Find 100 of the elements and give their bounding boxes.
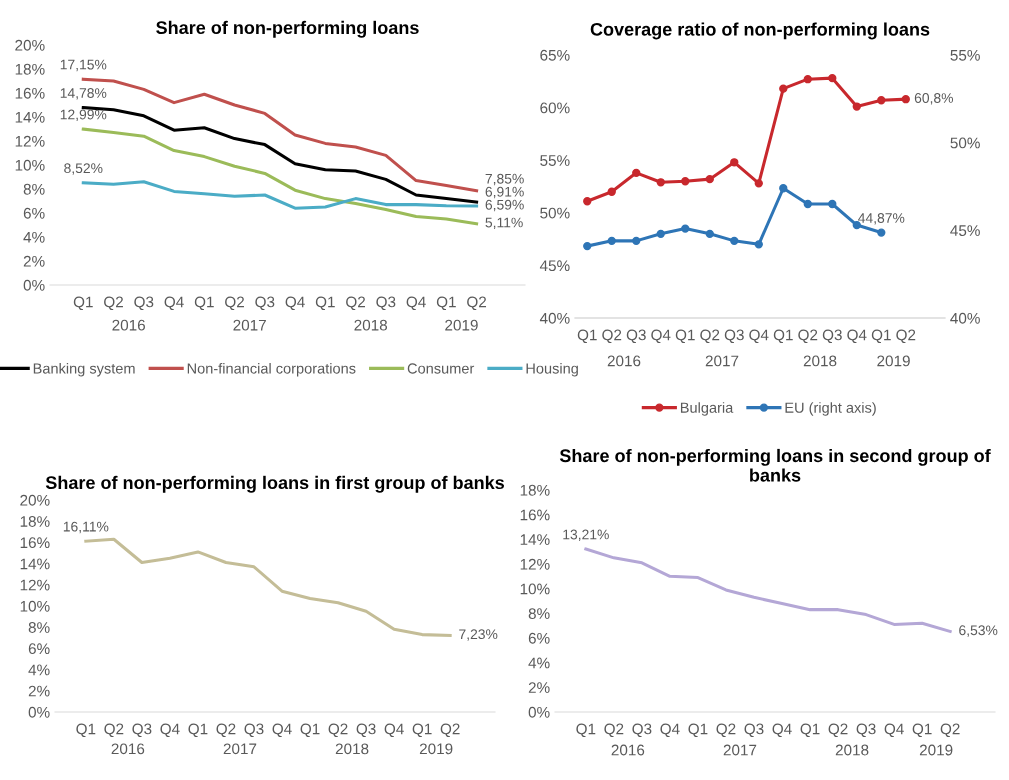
x-tick-label: Q1 bbox=[688, 723, 708, 738]
x-tick-label: Q3 bbox=[856, 723, 876, 738]
y-tick-label: 20% bbox=[20, 494, 50, 506]
y-tick-label: 65% bbox=[540, 49, 570, 61]
x-tick-label: Q1 bbox=[73, 296, 93, 311]
y-tick-label: 4% bbox=[528, 657, 550, 669]
y-tick-label: 40% bbox=[539, 312, 570, 324]
x-tick-label: Q4 bbox=[164, 296, 184, 311]
point bbox=[681, 224, 690, 233]
y-tick-label: 12% bbox=[15, 135, 45, 147]
point bbox=[828, 73, 837, 83]
point bbox=[607, 236, 616, 246]
text: 2016 bbox=[111, 743, 145, 755]
point bbox=[656, 178, 665, 187]
y-tick-label: 0% bbox=[528, 706, 550, 718]
text: 2016 bbox=[607, 355, 641, 367]
x-tick-label: Q2 bbox=[798, 329, 818, 344]
x-tick-label: Q1 bbox=[315, 296, 335, 311]
x-tick-label: Q2 bbox=[828, 723, 848, 738]
x-tick-label: Q4 bbox=[285, 296, 305, 311]
x-tick-label: Q2 bbox=[216, 723, 236, 738]
y-tick-label: 2% bbox=[528, 682, 550, 693]
data-label: 16,11% bbox=[63, 521, 109, 534]
text: 2018 bbox=[835, 744, 869, 756]
x-tick-label: Q2 bbox=[700, 329, 720, 344]
text: 2016 bbox=[611, 744, 645, 756]
x-tick-label: Q4 bbox=[660, 723, 680, 738]
x-tick-label: Q3 bbox=[626, 329, 646, 344]
x-tick-label: Q4 bbox=[749, 329, 769, 344]
x-tick-label: Q2 bbox=[716, 723, 736, 738]
text: 2017 bbox=[705, 355, 739, 367]
data-label: 8,52% bbox=[64, 163, 103, 175]
x-tick-label: Q2 bbox=[896, 329, 916, 344]
text: 2019 bbox=[877, 355, 910, 367]
chart-title: Share of non-performing loans in first group of banks bbox=[45, 475, 504, 493]
y-tick-label: 12% bbox=[20, 579, 50, 591]
x-tick-label: Q4 bbox=[272, 723, 292, 738]
y-tick-label: 4% bbox=[23, 231, 45, 243]
x-tick-label: Q3 bbox=[134, 296, 154, 311]
point bbox=[901, 95, 910, 104]
y-tick-label: 16% bbox=[520, 509, 550, 521]
data-label: 60,8% bbox=[914, 93, 954, 105]
y-tick-label: 50% bbox=[540, 207, 570, 219]
y-tick-label: 8% bbox=[528, 608, 550, 620]
x-tick-label: Q1 bbox=[576, 723, 596, 738]
data-label: 12,99% bbox=[60, 109, 107, 122]
x-tick-label: Q3 bbox=[822, 329, 842, 344]
x-tick-label: Q2 bbox=[440, 723, 460, 738]
y-tick-label: 2% bbox=[23, 255, 45, 267]
legend-label: Banking system bbox=[33, 362, 135, 377]
point bbox=[754, 240, 763, 249]
y-tick-label: 16% bbox=[15, 87, 45, 99]
x-tick-label: Q1 bbox=[912, 723, 932, 738]
data-label: 7,23% bbox=[459, 629, 498, 641]
x-tick-label: Q2 bbox=[328, 723, 348, 738]
data-label: 7,85% bbox=[485, 173, 524, 186]
point bbox=[705, 174, 714, 184]
x-tick-label: Q1 bbox=[800, 723, 820, 738]
x-tick-label: Q4 bbox=[772, 723, 792, 738]
y-tick-label: 12% bbox=[520, 558, 550, 570]
point bbox=[754, 179, 763, 188]
y-tick-label: 8% bbox=[28, 622, 50, 633]
y-tick-label: 18% bbox=[15, 63, 45, 75]
point bbox=[730, 158, 739, 167]
chart-title: Share of non-performing loans in second group of banks bbox=[559, 448, 991, 482]
point bbox=[803, 75, 812, 84]
x-tick-label: Q1 bbox=[773, 329, 793, 344]
x-tick-label: Q2 bbox=[104, 723, 124, 738]
text: 2019 bbox=[445, 319, 478, 331]
text: 2018 bbox=[354, 319, 388, 331]
point bbox=[828, 199, 837, 209]
text: 2017 bbox=[723, 744, 757, 756]
data-label: 5,11% bbox=[485, 217, 523, 230]
legend-label: EU (right axis) bbox=[785, 402, 876, 416]
chart-title: Coverage ratio of non-performing loans bbox=[590, 22, 930, 40]
y-tick-label: 60% bbox=[540, 102, 570, 114]
y-tick-label: 18% bbox=[20, 516, 50, 527]
point bbox=[632, 168, 641, 177]
y-tick-label: 10% bbox=[20, 600, 50, 612]
point bbox=[730, 236, 739, 246]
point bbox=[803, 199, 812, 209]
y-tick-label: 8% bbox=[23, 183, 45, 195]
y-tick-label: 4% bbox=[28, 664, 50, 676]
data-label: 44,87% bbox=[858, 213, 905, 225]
y-tick-label: 6% bbox=[28, 643, 50, 655]
point bbox=[583, 197, 592, 206]
x-tick-label: Q3 bbox=[132, 723, 152, 738]
x-tick-label: Q1 bbox=[412, 723, 432, 738]
x-tick-label: Q3 bbox=[356, 723, 376, 738]
y-tick-label: 6% bbox=[23, 207, 45, 219]
x-tick-label: Q2 bbox=[940, 723, 960, 738]
text: 2017 bbox=[233, 319, 266, 331]
y-tick-label: 18% bbox=[520, 484, 550, 496]
x-tick-label: Q1 bbox=[871, 329, 891, 344]
point bbox=[877, 96, 886, 105]
legend-label: Non-financial corporations bbox=[187, 362, 356, 377]
y-tick-label: 6% bbox=[528, 632, 550, 644]
y-tick-label: 2% bbox=[28, 685, 50, 697]
point bbox=[779, 84, 788, 93]
point bbox=[681, 177, 690, 186]
